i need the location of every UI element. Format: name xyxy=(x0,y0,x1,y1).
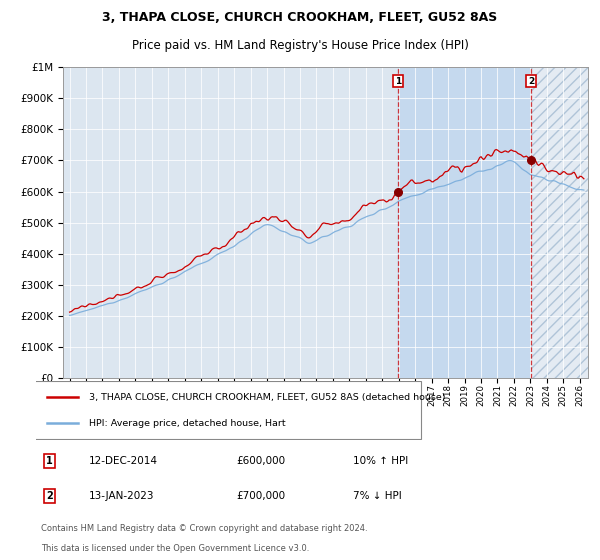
Text: This data is licensed under the Open Government Licence v3.0.: This data is licensed under the Open Gov… xyxy=(41,544,310,553)
Bar xyxy=(531,67,588,378)
Text: 1: 1 xyxy=(46,456,53,466)
Bar xyxy=(531,67,588,378)
Text: 10% ↑ HPI: 10% ↑ HPI xyxy=(353,456,408,466)
Text: 1: 1 xyxy=(395,77,401,86)
Text: 13-JAN-2023: 13-JAN-2023 xyxy=(89,491,154,501)
Text: 3, THAPA CLOSE, CHURCH CROOKHAM, FLEET, GU52 8AS: 3, THAPA CLOSE, CHURCH CROOKHAM, FLEET, … xyxy=(103,11,497,24)
Bar xyxy=(398,67,531,378)
Text: HPI: Average price, detached house, Hart: HPI: Average price, detached house, Hart xyxy=(89,419,286,428)
Text: Price paid vs. HM Land Registry's House Price Index (HPI): Price paid vs. HM Land Registry's House … xyxy=(131,39,469,53)
Text: 12-DEC-2014: 12-DEC-2014 xyxy=(89,456,158,466)
Text: Contains HM Land Registry data © Crown copyright and database right 2024.: Contains HM Land Registry data © Crown c… xyxy=(41,524,368,533)
Text: £700,000: £700,000 xyxy=(236,491,286,501)
Text: 2: 2 xyxy=(46,491,53,501)
Text: 2: 2 xyxy=(528,77,534,86)
Text: £600,000: £600,000 xyxy=(236,456,286,466)
Text: 3, THAPA CLOSE, CHURCH CROOKHAM, FLEET, GU52 8AS (detached house): 3, THAPA CLOSE, CHURCH CROOKHAM, FLEET, … xyxy=(89,393,445,402)
FancyBboxPatch shape xyxy=(31,381,421,439)
Text: 7% ↓ HPI: 7% ↓ HPI xyxy=(353,491,401,501)
